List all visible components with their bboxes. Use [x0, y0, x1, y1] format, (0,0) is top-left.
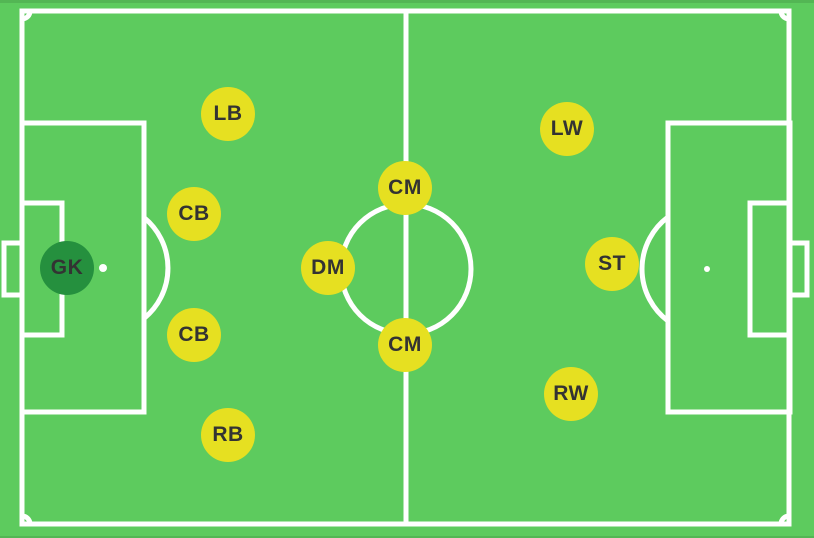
- penalty-spot-right: [704, 266, 710, 272]
- corner-arc-top-left: [21, 10, 33, 22]
- player-marker-lb[interactable]: LB: [201, 87, 255, 141]
- player-marker-rw[interactable]: RW: [544, 367, 598, 421]
- player-marker-cm[interactable]: CM: [378, 318, 432, 372]
- player-marker-rb[interactable]: RB: [201, 408, 255, 462]
- corner-arc-bottom-left: [21, 513, 33, 525]
- goal-left: [1, 240, 25, 298]
- penalty-spot-left: [99, 264, 107, 272]
- player-marker-gk[interactable]: GK: [40, 241, 94, 295]
- player-marker-cm[interactable]: CM: [378, 161, 432, 215]
- corner-arc-bottom-right: [778, 513, 790, 525]
- player-marker-dm[interactable]: DM: [301, 241, 355, 295]
- player-marker-cb[interactable]: CB: [167, 308, 221, 362]
- penalty-arc-right: [639, 215, 670, 323]
- player-marker-cb[interactable]: CB: [167, 187, 221, 241]
- penalty-arc-left: [142, 215, 171, 321]
- goal-right: [786, 240, 810, 298]
- corner-arc-top-right: [778, 10, 790, 22]
- player-marker-st[interactable]: ST: [585, 237, 639, 291]
- player-marker-lw[interactable]: LW: [540, 102, 594, 156]
